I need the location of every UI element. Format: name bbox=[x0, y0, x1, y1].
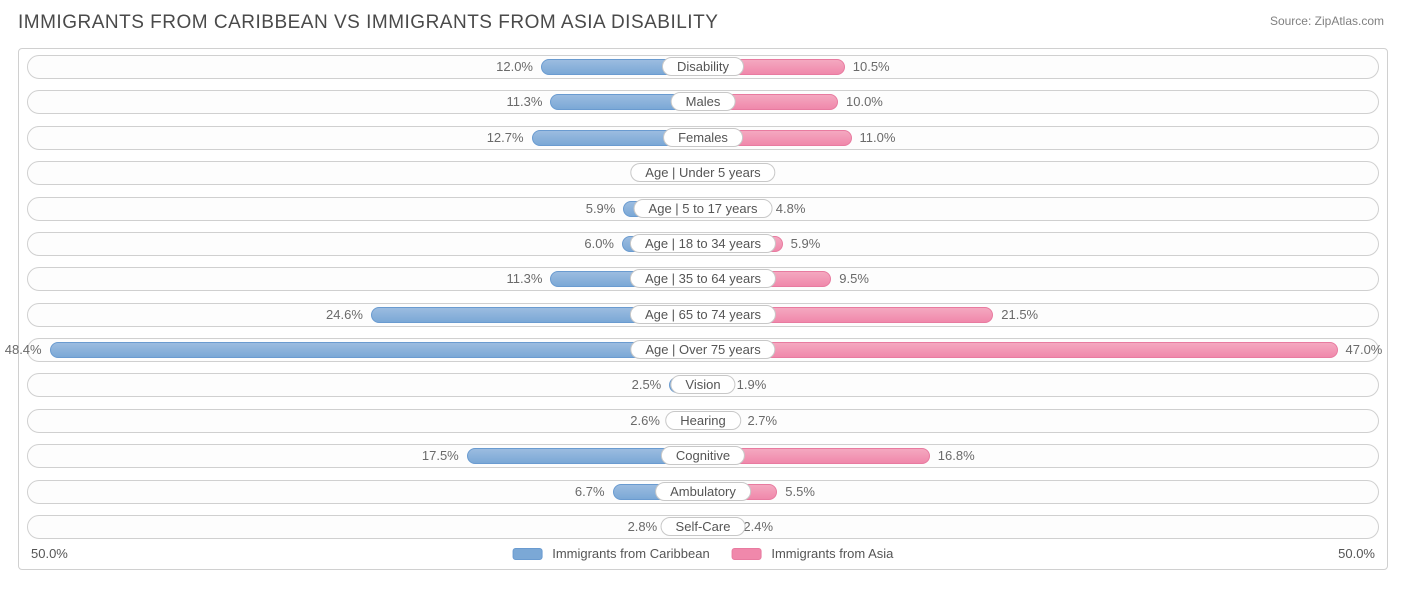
legend-center: Immigrants from Caribbean Immigrants fro… bbox=[513, 546, 894, 561]
chart-title: IMMIGRANTS FROM CARIBBEAN VS IMMIGRANTS … bbox=[18, 12, 1388, 34]
row-label: Cognitive bbox=[661, 446, 745, 465]
value-asia: 5.5% bbox=[785, 484, 815, 499]
legend-label-left: Immigrants from Caribbean bbox=[552, 546, 710, 561]
value-asia: 5.9% bbox=[791, 236, 821, 251]
chart-row: 17.5% 16.8% Cognitive bbox=[27, 444, 1379, 468]
chart-row: 5.9% 4.8%Age | 5 to 17 years bbox=[27, 197, 1379, 221]
value-caribbean: 6.7% bbox=[575, 484, 605, 499]
swatch-pink bbox=[732, 548, 762, 560]
value-caribbean: 11.3% bbox=[507, 271, 543, 286]
row-label: Males bbox=[671, 92, 736, 111]
row-label: Age | 18 to 34 years bbox=[630, 234, 776, 253]
row-label: Age | Over 75 years bbox=[630, 340, 775, 359]
value-caribbean: 5.9% bbox=[586, 201, 616, 216]
value-caribbean: 2.6% bbox=[630, 413, 660, 428]
value-asia: 9.5% bbox=[839, 271, 869, 286]
chart-row: 24.6% 21.5% Age | 65 to 74 years bbox=[27, 303, 1379, 327]
value-caribbean: 6.0% bbox=[584, 236, 614, 251]
row-label: Ambulatory bbox=[655, 482, 751, 501]
row-label: Age | 65 to 74 years bbox=[630, 305, 776, 324]
value-asia: 16.8% bbox=[938, 448, 975, 463]
chart-row: 6.7% 5.5% Ambulatory bbox=[27, 480, 1379, 504]
chart-row: 1.2%1.1%Age | Under 5 years bbox=[27, 161, 1379, 185]
chart-container: 12.0% 10.5% Disability 11.3% 10.0% Males 12.7%… bbox=[18, 48, 1388, 570]
value-asia: 2.4% bbox=[743, 519, 773, 534]
value-caribbean: 2.8% bbox=[628, 519, 658, 534]
chart-row: 12.7% 11.0% Females bbox=[27, 126, 1379, 150]
axis-left-max: 50.0% bbox=[31, 546, 68, 561]
chart-row: 48.4%47.0%Age | Over 75 years bbox=[27, 338, 1379, 362]
row-label: Self-Care bbox=[661, 517, 746, 536]
chart-row: 6.0% 5.9% Age | 18 to 34 years bbox=[27, 232, 1379, 256]
chart-row: 2.6% 2.7% Hearing bbox=[27, 409, 1379, 433]
value-caribbean: 11.3% bbox=[507, 94, 543, 109]
row-label: Disability bbox=[662, 57, 744, 76]
row-label: Age | 5 to 17 years bbox=[634, 199, 773, 218]
chart-row: 11.3% 9.5% Age | 35 to 64 years bbox=[27, 267, 1379, 291]
value-caribbean: 24.6% bbox=[326, 307, 363, 322]
value-asia: 2.7% bbox=[747, 413, 777, 428]
swatch-blue bbox=[513, 548, 543, 560]
legend-item-asia: Immigrants from Asia bbox=[732, 546, 894, 561]
value-asia: 47.0% bbox=[1346, 342, 1383, 357]
source-attribution: Source: ZipAtlas.com bbox=[1270, 14, 1384, 28]
legend-label-right: Immigrants from Asia bbox=[771, 546, 893, 561]
bar-caribbean bbox=[50, 342, 703, 358]
row-label: Females bbox=[663, 128, 743, 147]
chart-row: 2.5% 1.9%Vision bbox=[27, 373, 1379, 397]
legend-row: 50.0% Immigrants from Caribbean Immigran… bbox=[27, 543, 1379, 563]
value-caribbean: 17.5% bbox=[422, 448, 459, 463]
rows-host: 12.0% 10.5% Disability 11.3% 10.0% Males 12.7%… bbox=[27, 55, 1379, 539]
bar-asia bbox=[703, 342, 1338, 358]
chart-row: 12.0% 10.5% Disability bbox=[27, 55, 1379, 79]
axis-right-max: 50.0% bbox=[1338, 546, 1375, 561]
value-caribbean: 2.5% bbox=[632, 377, 662, 392]
value-asia: 11.0% bbox=[860, 130, 896, 145]
value-caribbean: 12.7% bbox=[487, 130, 524, 145]
value-asia: 4.8% bbox=[776, 201, 806, 216]
row-label: Age | 35 to 64 years bbox=[630, 269, 776, 288]
value-asia: 10.5% bbox=[853, 59, 890, 74]
row-label: Hearing bbox=[665, 411, 741, 430]
value-caribbean: 48.4% bbox=[5, 342, 42, 357]
value-asia: 1.9% bbox=[737, 377, 767, 392]
legend-item-caribbean: Immigrants from Caribbean bbox=[513, 546, 710, 561]
row-label: Vision bbox=[670, 375, 735, 394]
chart-row: 2.8% 2.4%Self-Care bbox=[27, 515, 1379, 539]
chart-row: 11.3% 10.0% Males bbox=[27, 90, 1379, 114]
value-caribbean: 12.0% bbox=[496, 59, 533, 74]
value-asia: 10.0% bbox=[846, 94, 883, 109]
row-label: Age | Under 5 years bbox=[630, 163, 775, 182]
value-asia: 21.5% bbox=[1001, 307, 1038, 322]
